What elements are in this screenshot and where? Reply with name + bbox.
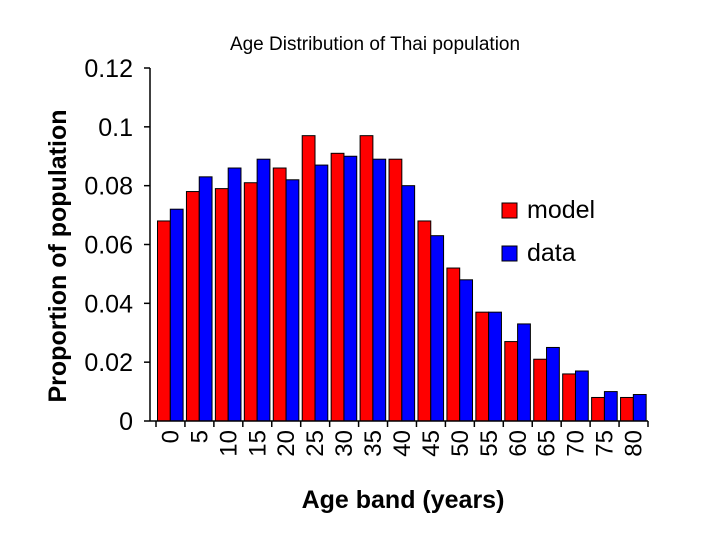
x-tick-label: 65 (534, 430, 561, 457)
x-tick-label: 60 (505, 430, 532, 457)
bar-data-15 (256, 158, 271, 422)
x-tick-label: 20 (273, 430, 300, 457)
x-tick-label: 45 (418, 430, 445, 457)
bar-data-25 (314, 164, 329, 422)
bar-model-70 (562, 373, 576, 422)
bar-data-75 (603, 391, 618, 422)
x-tick-label: 25 (302, 430, 329, 457)
bar-model-50 (446, 267, 461, 422)
bar-model-40 (388, 158, 403, 422)
bar-data-65 (546, 346, 560, 422)
bar-model-25 (301, 135, 316, 422)
y-tick-label: 0 (119, 408, 133, 436)
bar-data-35 (372, 158, 387, 422)
legend: model data (501, 196, 595, 267)
chart-title: Age Distribution of Thai population (230, 34, 520, 55)
bar-model-30 (330, 152, 345, 422)
y-tick-label: 0.08 (84, 173, 133, 201)
bar-model-20 (272, 167, 287, 422)
bar-data-60 (517, 323, 531, 422)
x-tick-label: 30 (331, 430, 358, 457)
bar-model-10 (214, 188, 229, 422)
bar-data-50 (459, 279, 474, 422)
x-tick-label: 55 (476, 430, 503, 457)
bar-model-80 (620, 396, 634, 422)
bar-data-45 (430, 235, 445, 422)
plot-area (157, 135, 647, 422)
bar-model-60 (504, 341, 519, 422)
x-axis-label: Age band (years) (302, 486, 505, 514)
bar-model-45 (417, 220, 432, 422)
legend-label-data: data (527, 239, 576, 267)
bar-data-30 (343, 155, 358, 422)
bar-data-80 (632, 394, 647, 422)
bar-model-75 (591, 396, 605, 422)
bar-data-5 (198, 176, 213, 422)
x-tick-label: 0 (157, 430, 184, 443)
legend-swatch-data (501, 245, 518, 262)
x-tick-label: 10 (215, 430, 242, 457)
y-tick-label: 0.12 (84, 55, 133, 83)
bar-model-55 (475, 311, 490, 422)
x-tick-label: 50 (447, 430, 474, 457)
y-tick-label: 0.06 (84, 232, 133, 260)
x-tick-label: 15 (244, 430, 271, 457)
y-axis-label: Proportion of population (44, 110, 72, 403)
x-axis-ticks: 0 5 10 15 20 25 30 35 40 45 50 55 60 65 70 75 80 (155, 421, 649, 457)
x-tick-label: 5 (186, 430, 213, 443)
x-tick-label: 70 (563, 430, 590, 457)
bar-data-70 (574, 370, 589, 422)
x-tick-label: 75 (592, 430, 619, 457)
bar-model-35 (359, 135, 374, 422)
legend-swatch-model (501, 202, 518, 219)
x-tick-label: 80 (621, 430, 648, 457)
legend-label-model: model (527, 196, 595, 224)
bar-data-10 (227, 167, 242, 422)
x-tick-label: 40 (389, 430, 416, 457)
y-tick-label: 0.1 (98, 114, 133, 142)
x-tick-label: 35 (360, 430, 387, 457)
y-tick-label: 0.04 (84, 290, 133, 318)
bar-model-15 (243, 182, 258, 422)
bar-data-55 (488, 311, 502, 422)
bar-model-65 (533, 358, 548, 422)
bar-model-5 (185, 191, 200, 422)
y-axis-ticks: 0 0.02 0.04 0.06 0.08 0.1 0.12 (84, 55, 150, 436)
y-tick-label: 0.02 (84, 349, 133, 377)
bar-model-0 (157, 220, 171, 422)
bar-data-40 (401, 185, 416, 422)
bar-data-0 (169, 208, 184, 422)
bar-data-20 (285, 179, 300, 422)
